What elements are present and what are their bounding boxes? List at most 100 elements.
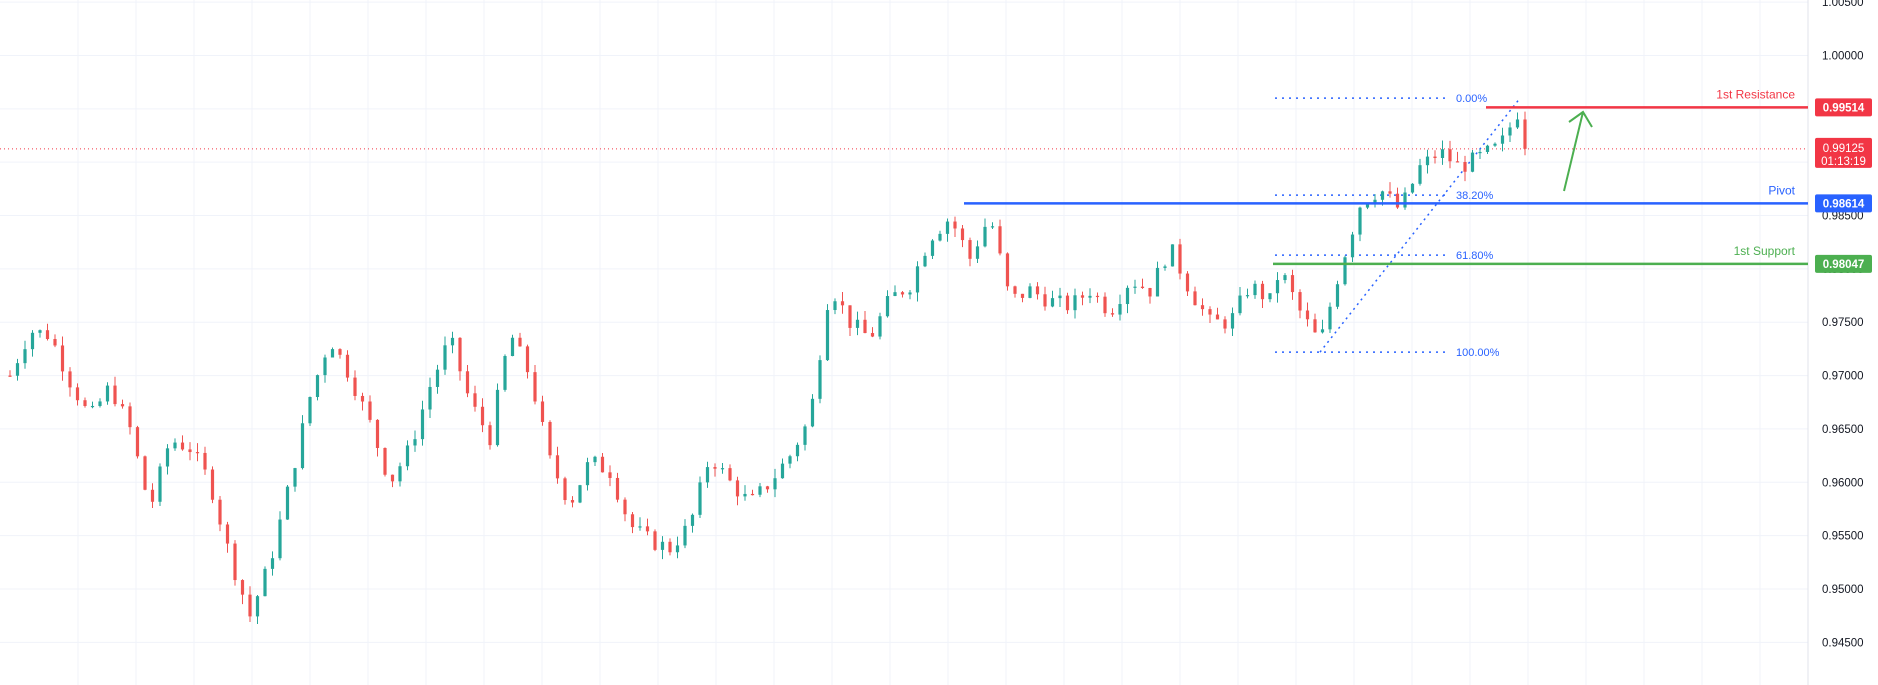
candle-body (158, 466, 162, 502)
candle-body (923, 255, 927, 267)
candle-body (803, 426, 807, 445)
candle-body (743, 493, 747, 497)
candle-body (1508, 127, 1512, 136)
candle-body (53, 339, 57, 346)
candle-body (675, 545, 680, 553)
candle-body (1478, 151, 1482, 154)
level-price-badge (1815, 98, 1872, 117)
candle-body (420, 409, 425, 440)
candle-body (428, 386, 432, 410)
candle-body (570, 500, 575, 503)
candle-body (1305, 310, 1310, 320)
candle-body (630, 514, 635, 528)
fibonacci-level-label: 38.20% (1456, 190, 1494, 202)
candle-body (83, 400, 87, 406)
candle-body (8, 375, 12, 377)
price-axis-tick: 0.97000 (1822, 371, 1864, 383)
candle-body (308, 397, 312, 424)
candle-body (150, 489, 155, 502)
candle-body (210, 469, 215, 500)
candle-body (368, 401, 372, 420)
candle-body (338, 349, 342, 355)
candle-countdown-label: 01:13:19 (1821, 156, 1866, 168)
current-price-badge (1815, 137, 1872, 168)
candle-body (1313, 319, 1317, 333)
candle-body (443, 345, 447, 370)
candle-body (1148, 287, 1152, 297)
candle-body (270, 558, 275, 569)
price-axis-tick: 0.95500 (1822, 531, 1864, 543)
candle-body (983, 226, 987, 247)
candle-body (600, 456, 605, 473)
candle-body (968, 240, 972, 259)
candle-body (1223, 319, 1227, 329)
projection-arrow-layer[interactable] (1563, 110, 1593, 192)
candle-body (1485, 145, 1490, 152)
candle-body (278, 519, 282, 559)
candle-body (953, 221, 957, 229)
candle-body (1395, 193, 1400, 208)
fibonacci-level-label: 61.80% (1456, 250, 1494, 262)
candle-body (488, 425, 492, 446)
candle-body (720, 468, 725, 470)
candle-body (1058, 295, 1062, 299)
candle-body (248, 594, 252, 617)
candle-body (1230, 313, 1235, 329)
candle-body (1208, 309, 1212, 315)
candle-body (593, 456, 597, 463)
candle-body (1350, 234, 1355, 258)
candle-body (1358, 207, 1362, 235)
candle-body (203, 452, 207, 470)
projection-arrow-shaft (1563, 111, 1584, 192)
candle-body (1133, 286, 1137, 288)
candle-body (1283, 275, 1287, 281)
candle-body (915, 266, 920, 293)
candle-body (1013, 286, 1017, 294)
candle-body (300, 423, 305, 469)
candle-body (878, 316, 882, 337)
candle-body (1455, 161, 1460, 163)
candle-body (360, 395, 365, 402)
candle-body (623, 499, 627, 515)
candle-body (90, 405, 95, 408)
candle-body (645, 526, 650, 532)
candle-body (1035, 286, 1040, 295)
candle-body (1200, 305, 1205, 310)
candle-body (1268, 293, 1272, 300)
candle-body (1425, 156, 1430, 166)
candle-body (353, 377, 357, 396)
candle-body (1410, 183, 1415, 193)
candle-body (1155, 267, 1160, 297)
candle-body (585, 462, 590, 486)
candle-body (870, 333, 875, 337)
price-axis-tick: 0.97500 (1822, 317, 1864, 329)
candle-body (315, 375, 320, 398)
candle-body (930, 240, 935, 256)
candle-body (1365, 204, 1370, 208)
candle-body (495, 389, 500, 446)
key-levels-layer[interactable]: 1st Resistance Pivot 1st Support (964, 87, 1808, 266)
candle-body (938, 233, 942, 241)
current-price-label: 0.99125 (1823, 143, 1865, 155)
candle-body (1170, 244, 1175, 267)
candle-body (225, 524, 230, 544)
candle-body (435, 369, 440, 387)
candle-body (1050, 298, 1055, 307)
fibonacci-retracement[interactable]: 0.00% 38.20% 61.80% 100.00% (1275, 93, 1521, 359)
candle-body (840, 301, 845, 306)
candle-body (608, 472, 612, 478)
candle-body (38, 330, 42, 333)
candle-body (998, 226, 1002, 254)
candle-body (405, 445, 410, 467)
candle-body (578, 485, 582, 503)
candle-body (660, 541, 665, 550)
candle-body (1470, 152, 1475, 172)
candle-body (1418, 165, 1422, 184)
level-price-badge-label: 0.99514 (1823, 102, 1865, 114)
candle-body (23, 349, 27, 364)
candle-body (398, 466, 402, 482)
candle-body (563, 478, 567, 501)
price-axis-tick: 1.00500 (1822, 0, 1864, 9)
fibonacci-trend-line (1319, 97, 1521, 353)
